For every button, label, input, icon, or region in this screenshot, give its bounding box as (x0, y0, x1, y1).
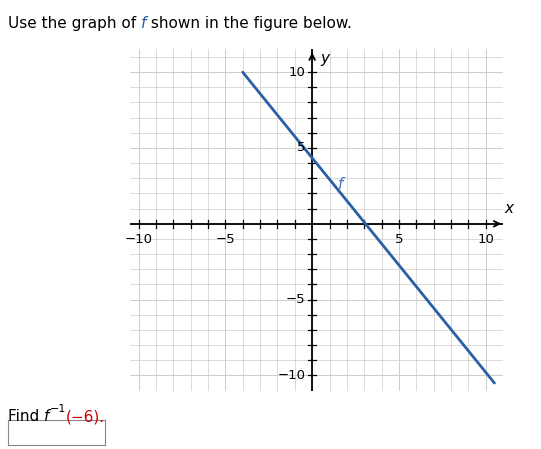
Text: −10: −10 (124, 233, 153, 246)
Text: y: y (321, 51, 330, 66)
Text: f: f (338, 177, 344, 192)
Text: −1: −1 (50, 404, 66, 414)
Text: f: f (141, 16, 147, 31)
Text: Use the graph of: Use the graph of (8, 16, 141, 31)
Text: x: x (504, 201, 513, 216)
Text: (−6).: (−6). (66, 409, 105, 424)
Text: Find: Find (8, 409, 44, 424)
Text: 5: 5 (296, 141, 305, 154)
Text: 5: 5 (395, 233, 403, 246)
Text: f: f (44, 409, 50, 424)
Text: −10: −10 (277, 369, 305, 382)
Text: shown in the figure below.: shown in the figure below. (147, 16, 352, 31)
Text: 10: 10 (288, 66, 305, 79)
Text: −5: −5 (215, 233, 235, 246)
Text: 10: 10 (477, 233, 494, 246)
Text: −5: −5 (286, 293, 305, 306)
